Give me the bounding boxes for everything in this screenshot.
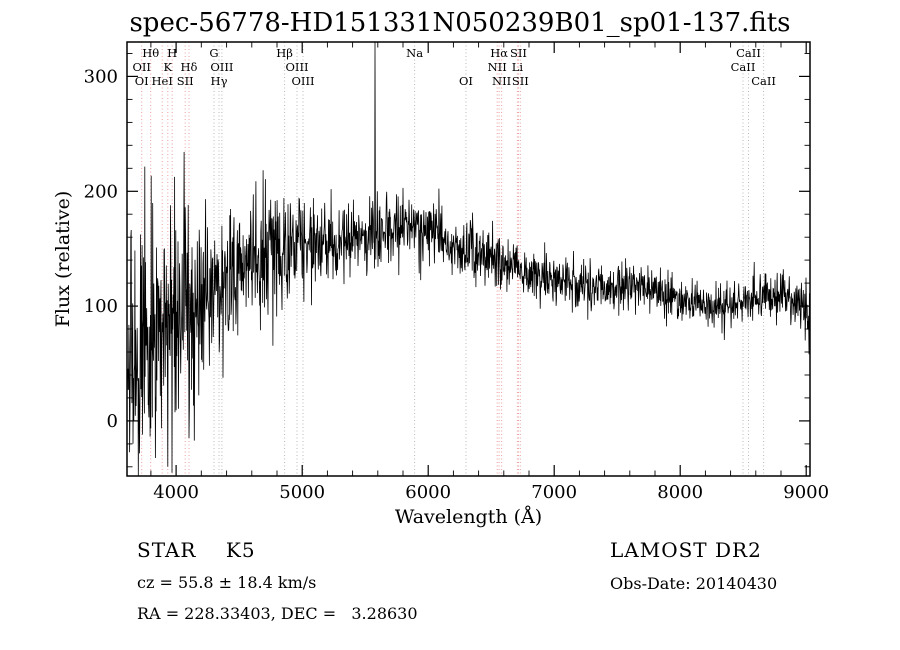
x-tick-label: 5000 (279, 482, 325, 503)
chart-title: spec-56778-HD151331N050239B01_sp01-137.f… (129, 8, 791, 38)
spectral-line-label: Na (406, 46, 423, 60)
axis-tick-labels: 4000 5000 6000 7000 8000 9000 0 100 200 300 (84, 66, 829, 503)
spectral-line-label: SII (510, 46, 527, 60)
spectral-line-label: Li (512, 60, 524, 74)
footer-obs-date: Obs-Date: 20140430 (610, 574, 778, 593)
footer-star-class: STAR K5 (137, 538, 256, 562)
spectral-line-label: Hδ (181, 60, 198, 74)
y-tick-label: 100 (84, 296, 118, 317)
footer-survey: LAMOST DR2 (610, 538, 762, 562)
spectral-line-label: H (167, 46, 177, 60)
spectral-line-label: OIII (291, 74, 314, 88)
footer-radec: RA = 228.33403, DEC = 3.28630 (137, 604, 418, 623)
spectral-line-label: NII (488, 60, 507, 74)
x-tick-label: 6000 (405, 482, 451, 503)
plot-border (126, 41, 811, 477)
spectral-line-label: CaII (736, 46, 761, 60)
y-tick-label: 0 (107, 411, 118, 432)
axis-ticks (127, 42, 810, 476)
y-tick-label: 200 (84, 181, 118, 202)
spectral-line-label: NII (492, 74, 511, 88)
y-tick-label: 300 (84, 66, 118, 87)
spectral-line-label: OII (132, 60, 151, 74)
spectral-line-label: HeI (152, 74, 173, 88)
spectrum-trace (127, 42, 810, 476)
spectral-line-label: Hθ (142, 46, 159, 60)
spectral-line-label: CaII (751, 74, 776, 88)
y-axis-label: Flux (relative) (52, 190, 74, 328)
spectral-line-label: CaII (731, 60, 756, 74)
spectral-line-label: SII (512, 74, 529, 88)
footer-cz: cz = 55.8 ± 18.4 km/s (137, 573, 317, 592)
spectral-line-label: OIII (285, 60, 308, 74)
spectral-line-labels: OIIOIHθHeIKHSIIHδGHγOIIIHβOIIIOIIINaOINI… (132, 46, 776, 88)
spectral-line-label: SII (177, 74, 194, 88)
spectral-line-label: Hα (490, 46, 508, 60)
x-tick-label: 4000 (153, 482, 199, 503)
spectral-line-label: OI (135, 74, 149, 88)
spectral-line-label: K (164, 60, 173, 74)
x-tick-label: 9000 (783, 482, 829, 503)
x-tick-label: 8000 (657, 482, 703, 503)
spectral-line-label: OIII (210, 60, 233, 74)
spectral-line-label: Hβ (276, 46, 293, 60)
x-axis-label: Wavelength (Å) (394, 506, 543, 528)
x-tick-label: 7000 (531, 482, 577, 503)
spectral-line-label: Hγ (211, 74, 228, 88)
spectral-line-label: G (209, 46, 218, 60)
spectral-line-label: OI (459, 74, 473, 88)
